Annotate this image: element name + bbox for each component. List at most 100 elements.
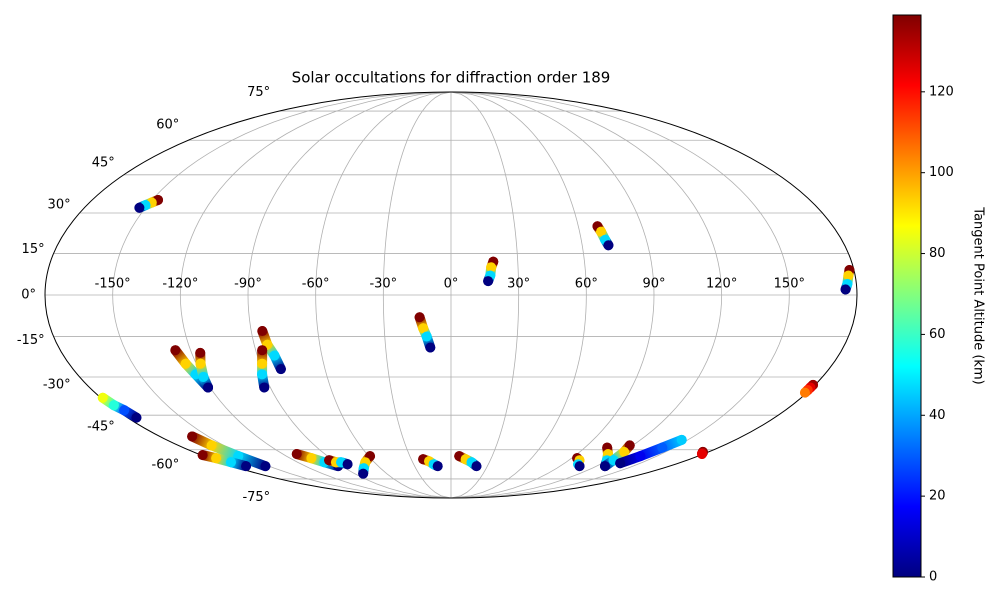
lon-grid-line <box>450 91 587 499</box>
track <box>483 256 499 287</box>
occultation-point <box>615 458 626 469</box>
colorbar-tick-label: 100 <box>929 165 954 180</box>
track <box>696 446 708 460</box>
occultation-point <box>432 461 443 472</box>
occultation-point <box>414 312 425 323</box>
occultation-point <box>358 468 369 479</box>
x-tick-label: -60° <box>302 277 330 292</box>
x-tick-label: 60° <box>575 277 598 292</box>
occultation-point <box>131 412 142 423</box>
track <box>414 312 436 353</box>
y-tick-label: -60° <box>152 458 180 473</box>
occultation-point <box>657 442 668 453</box>
y-tick-label: 60° <box>156 117 179 132</box>
occultation-point <box>306 453 317 464</box>
occultation-point <box>635 451 646 462</box>
occultation-point <box>275 364 286 375</box>
occultation-point <box>418 323 429 334</box>
occultation-point <box>342 459 353 470</box>
occultation-point <box>676 434 687 445</box>
occultation-point <box>603 240 614 251</box>
occultation-point <box>269 350 280 361</box>
occultation-point <box>241 461 252 472</box>
track <box>454 451 482 472</box>
occultation-point <box>619 446 630 457</box>
colorbar-tick-label: 60 <box>929 327 946 342</box>
chart-title: Solar occultations for diffraction order… <box>292 69 611 87</box>
occultation-point <box>257 345 268 356</box>
x-tick-label: 30° <box>507 277 530 292</box>
x-tick-label: 150° <box>774 277 805 292</box>
grid <box>45 91 857 499</box>
y-tick-label: -75° <box>242 490 270 505</box>
track <box>257 326 286 375</box>
occultation-point <box>119 405 130 416</box>
colorbar-tick-label: 120 <box>929 84 954 99</box>
track <box>324 455 353 470</box>
track <box>572 453 585 472</box>
y-tick-label: 30° <box>48 197 71 212</box>
colorbar-tick-label: 0 <box>929 570 937 585</box>
track <box>197 450 252 472</box>
track <box>97 392 142 423</box>
occultation-point <box>257 369 268 380</box>
occultation-point <box>134 202 145 213</box>
occultation-point <box>195 358 206 369</box>
y-tick-label: 75° <box>247 85 270 100</box>
track <box>257 345 270 393</box>
occultation-point <box>180 358 191 369</box>
occultation-point <box>840 284 851 295</box>
occultation-point <box>260 461 271 472</box>
occultation-point <box>843 270 854 281</box>
x-tick-label: -120° <box>162 277 198 292</box>
track <box>799 379 819 398</box>
occultation-point <box>421 331 432 342</box>
colorbar <box>892 14 922 578</box>
occultation-point <box>195 347 206 358</box>
track <box>592 221 614 251</box>
y-tick-label: -15° <box>17 333 45 348</box>
track <box>418 454 443 472</box>
occultation-point <box>108 400 119 411</box>
map-boundary <box>44 91 858 499</box>
occultation-point <box>211 453 222 464</box>
y-tick-label: -30° <box>43 378 71 393</box>
x-tick-label: 0° <box>444 277 459 292</box>
occultation-point <box>206 440 217 451</box>
occultation-point <box>197 450 208 461</box>
occultation-point <box>471 461 482 472</box>
x-tick-label: 90° <box>642 277 665 292</box>
track <box>840 264 855 295</box>
occultation-point <box>483 276 494 287</box>
track <box>600 440 635 472</box>
occultation-point <box>259 382 270 393</box>
occultation-point <box>600 461 611 472</box>
occultation-point <box>187 431 198 442</box>
occultation-point <box>198 372 209 383</box>
lon-grid-line <box>450 91 520 499</box>
occultation-point <box>596 226 607 237</box>
y-tick-label: 0° <box>21 288 36 303</box>
y-tick-label: 45° <box>92 155 115 170</box>
occultation-point <box>291 449 302 460</box>
lon-grid-line <box>382 91 452 499</box>
x-tick-label: -90° <box>234 277 262 292</box>
y-tick-label: -45° <box>87 420 115 435</box>
track <box>195 347 214 393</box>
y-tick-label: 15° <box>22 242 45 257</box>
x-tick-label: 120° <box>706 277 737 292</box>
occultation-point <box>97 392 108 403</box>
occultation-point <box>257 358 268 369</box>
track <box>134 194 164 213</box>
occultation-point <box>203 382 214 393</box>
lon-grid-line <box>179 91 452 499</box>
colorbar-label: Tangent Point Altitude (km) <box>971 206 986 384</box>
occultation-point <box>696 449 707 460</box>
colorbar-tick-label: 40 <box>929 408 946 423</box>
track <box>187 431 271 472</box>
lon-grid-line <box>315 91 452 499</box>
x-tick-label: -150° <box>95 277 131 292</box>
occultation-point <box>799 387 810 398</box>
track <box>358 451 376 479</box>
occultation-point <box>425 342 436 353</box>
